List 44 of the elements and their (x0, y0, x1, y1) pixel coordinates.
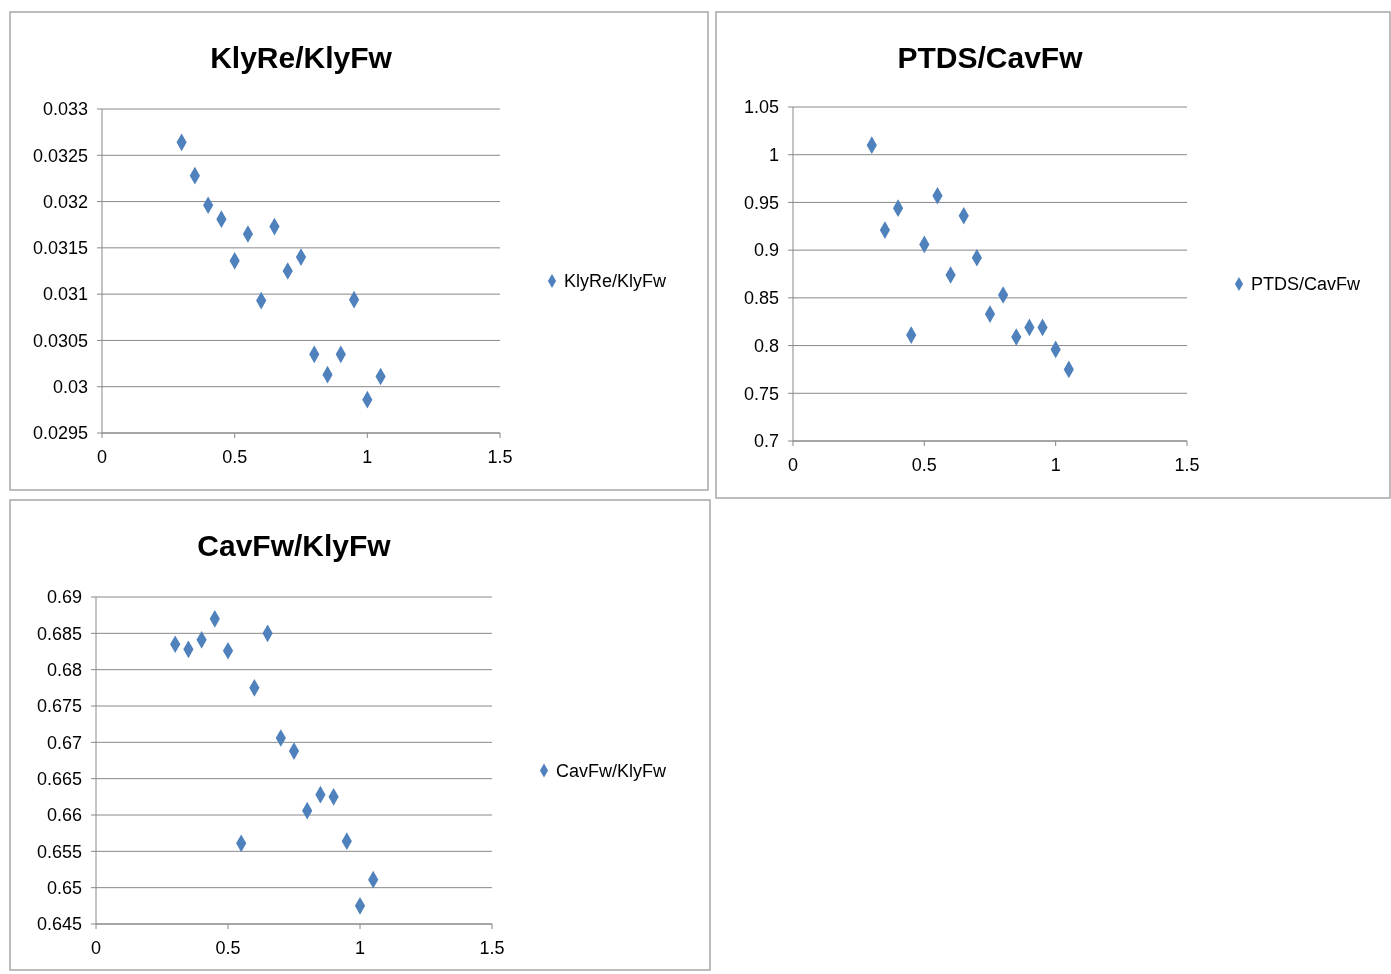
x-tick-label: 1 (354, 938, 366, 958)
y-tick-label: 0.7 (753, 431, 779, 452)
legend-label: KlyRe/KlyFw (564, 271, 668, 292)
x-tick-label: 0 (787, 455, 799, 475)
chart-title: KlyRe/KlyFw (210, 41, 393, 74)
y-tick-label: 0.69 (46, 587, 82, 608)
y-tick-label: 0.66 (46, 805, 82, 826)
y-tick-label: 1.05 (743, 97, 779, 118)
y-tick-label: 0.68 (46, 659, 82, 680)
x-tick-label: 1 (1050, 455, 1061, 475)
x-tick-label: 1.5 (487, 447, 513, 467)
x-tick-label: 0.5 (911, 455, 937, 475)
y-tick-label: 0.0325 (32, 145, 88, 166)
y-tick-label: 0.031 (42, 284, 88, 305)
y-tick-label: 0.032 (42, 191, 88, 212)
x-tick-label: 1.5 (479, 938, 505, 958)
x-tick-label: 0 (90, 938, 102, 958)
legend-label: CavFw/KlyFw (556, 760, 667, 781)
y-tick-label: 0.645 (36, 914, 82, 935)
y-tick-label: 0.0305 (32, 330, 88, 351)
x-tick-label: 0.5 (215, 938, 241, 958)
y-tick-label: 0.95 (743, 192, 779, 213)
x-tick-label: 1.5 (1174, 455, 1200, 475)
x-tick-label: 0.5 (222, 447, 248, 467)
legend-label: PTDS/CavFw (1251, 274, 1362, 295)
y-tick-label: 0.75 (743, 383, 779, 404)
y-tick-label: 0.685 (36, 623, 82, 644)
y-tick-label: 0.65 (46, 877, 82, 898)
y-tick-label: 1 (768, 145, 779, 166)
y-tick-label: 0.67 (46, 732, 82, 753)
y-tick-label: 0.033 (42, 99, 88, 120)
chart-title: PTDS/CavFw (897, 41, 1084, 74)
y-tick-label: 0.8 (753, 335, 779, 356)
y-tick-label: 0.665 (36, 768, 82, 789)
y-tick-label: 0.655 (36, 841, 82, 862)
x-tick-label: 0 (96, 447, 108, 467)
y-tick-label: 0.9 (753, 240, 779, 261)
y-tick-label: 0.675 (36, 696, 82, 717)
y-tick-label: 0.0295 (32, 423, 88, 444)
x-tick-label: 1 (362, 447, 373, 467)
y-tick-label: 0.03 (52, 377, 88, 398)
y-tick-label: 0.85 (743, 288, 779, 309)
y-tick-label: 0.0315 (32, 238, 88, 259)
chart-title: CavFw/KlyFw (197, 529, 392, 562)
